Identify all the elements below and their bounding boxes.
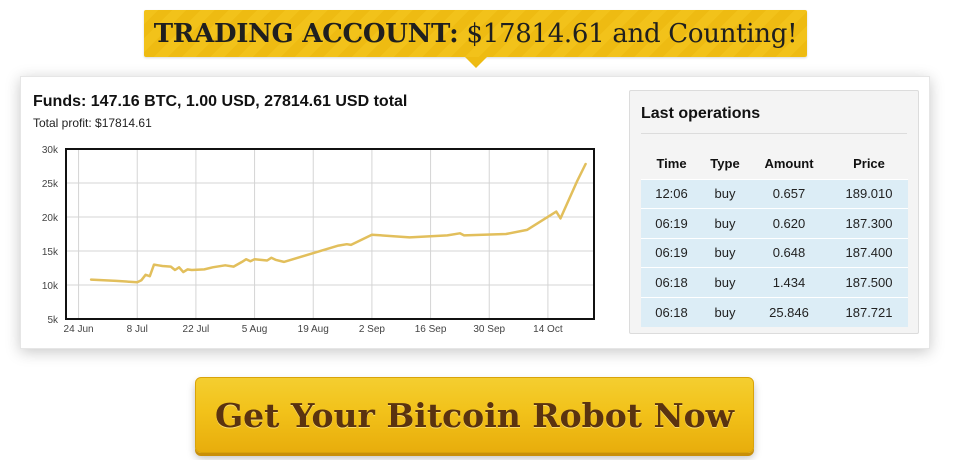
funds-heading: Funds: 147.16 BTC, 1.00 USD, 27814.61 US… (33, 93, 408, 110)
last-operations-panel: Last operations Time Type Amount Price 1… (629, 90, 919, 334)
cell-time: 06:18 (641, 267, 702, 297)
table-row: 12:06 buy 0.657 189.010 (641, 178, 908, 209)
cell-type: buy (702, 208, 748, 238)
y-tick-label: 10k (42, 281, 59, 292)
x-tick-label: 24 Jun (64, 324, 94, 335)
column-header-amount: Amount (764, 156, 814, 172)
banner-pointer (465, 57, 487, 68)
table-row: 06:19 buy 0.620 187.300 (641, 208, 908, 238)
y-tick-label: 15k (42, 247, 59, 258)
x-tick-label: 30 Sep (473, 324, 505, 335)
column-header-price: Price (853, 156, 885, 172)
cell-price: 187.500 (830, 267, 908, 297)
table-row: 06:18 buy 25.846 187.721 (641, 296, 908, 327)
column-header-type: Type (710, 156, 740, 172)
cell-amount: 1.434 (748, 267, 830, 297)
trading-account-banner: TRADING ACCOUNT: $17814.61 and Counting! (144, 10, 807, 57)
cell-time: 06:19 (641, 208, 702, 238)
cell-price: 187.300 (830, 208, 908, 238)
cell-price: 187.721 (830, 296, 908, 327)
plot-border (65, 148, 595, 320)
cell-type: buy (702, 267, 748, 297)
x-tick-label: 8 Jul (127, 324, 148, 335)
cta-label: Get Your Bitcoin Robot Now (214, 395, 735, 435)
funds-line-chart: 5k 10k 15k 20k 25k 30k 24 Jun 8 Jul 22 Jul 5 Aug 1… (42, 145, 595, 335)
y-tick-label: 25k (42, 179, 59, 190)
cell-type: buy (702, 237, 748, 268)
operations-table: Time Type Amount Price 12:06 buy 0.657 1… (641, 149, 908, 327)
cell-type: buy (702, 296, 748, 327)
x-tick-label: 16 Sep (415, 324, 447, 335)
table-row: 06:18 buy 1.434 187.500 (641, 267, 908, 297)
cell-amount: 0.657 (748, 178, 830, 209)
cell-time: 12:06 (641, 178, 702, 209)
x-tick-label: 14 Oct (533, 324, 563, 335)
series-line (89, 162, 587, 284)
total-profit: Total profit: $17814.61 (33, 116, 152, 130)
operations-divider (641, 133, 907, 134)
operations-title: Last operations (641, 105, 761, 122)
x-tick-label: 22 Jul (183, 324, 210, 335)
cell-type: buy (702, 178, 748, 209)
cell-amount: 0.620 (748, 208, 830, 238)
column-header-time: Time (656, 156, 687, 172)
x-tick-label: 5 Aug (242, 324, 268, 335)
cell-time: 06:19 (641, 237, 702, 268)
banner-strong-text: TRADING ACCOUNT: (153, 18, 459, 49)
account-card: Funds: 147.16 BTC, 1.00 USD, 27814.61 US… (20, 76, 930, 349)
cell-price: 187.400 (830, 237, 908, 268)
y-tick-label: 20k (42, 213, 59, 224)
cell-amount: 25.846 (748, 296, 830, 327)
x-tick-label: 2 Sep (359, 324, 386, 335)
y-tick-label: 30k (42, 145, 59, 156)
y-tick-label: 5k (47, 315, 59, 326)
banner-amount-text: $17814.61 and Counting! (466, 18, 798, 49)
cell-time: 06:18 (641, 296, 702, 327)
get-bitcoin-robot-button[interactable]: Get Your Bitcoin Robot Now (195, 377, 754, 453)
operations-header-row: Time Type Amount Price (641, 149, 908, 179)
cell-price: 189.010 (830, 178, 908, 209)
plot-background (66, 149, 594, 319)
cell-amount: 0.648 (748, 237, 830, 268)
table-row: 06:19 buy 0.648 187.400 (641, 237, 908, 268)
x-tick-label: 19 Aug (298, 324, 329, 335)
